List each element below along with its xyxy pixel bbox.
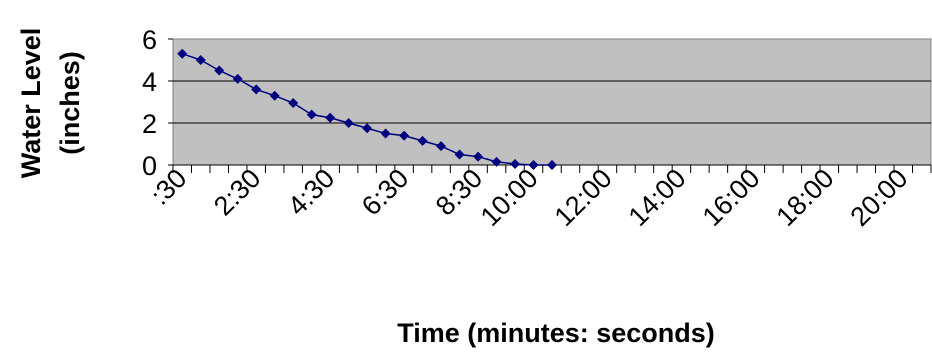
data-point — [510, 158, 521, 169]
x-tick-label: 20:00 — [845, 163, 914, 232]
data-point — [454, 149, 465, 160]
data-point — [436, 141, 447, 152]
x-tick-label: 12:00 — [549, 163, 618, 232]
plot-area — [172, 38, 932, 166]
x-tick-label: 4:30 — [282, 163, 340, 221]
series-water-level — [177, 48, 557, 170]
data-point — [473, 151, 484, 162]
data-point — [399, 130, 410, 141]
x-tick-label: 14:00 — [623, 163, 692, 232]
data-point — [177, 48, 188, 59]
data-point — [288, 98, 299, 109]
y-axis: 0 2 4 6 — [142, 25, 173, 181]
data-point — [306, 109, 317, 120]
data-point — [362, 123, 373, 134]
data-point — [195, 55, 206, 65]
data-point — [343, 118, 354, 128]
y-axis-title-line1: Water Level — [16, 28, 46, 179]
data-point — [417, 135, 428, 146]
data-point — [214, 65, 225, 76]
y-tick-label: 0 — [142, 151, 157, 181]
x-axis-title: Time (minutes: seconds) — [397, 318, 715, 348]
y-tick-label: 4 — [142, 67, 157, 97]
gridlines — [173, 80, 931, 124]
data-point — [491, 156, 502, 167]
x-tick-label: 16:00 — [697, 163, 766, 232]
data-point — [528, 160, 539, 170]
x-tick-label: 10:00 — [475, 163, 544, 232]
x-tick-label: 18:00 — [771, 163, 840, 232]
data-point — [547, 160, 557, 170]
data-point — [269, 90, 280, 101]
data-point — [232, 73, 243, 84]
x-tick-label: 6:30 — [356, 163, 414, 221]
data-point — [325, 112, 336, 123]
data-point — [380, 128, 391, 139]
y-tick-label: 6 — [142, 25, 157, 55]
y-tick-label: 2 — [142, 109, 157, 139]
data-point — [251, 84, 262, 95]
y-axis-title-line2: (inches) — [55, 51, 85, 155]
x-tick-label: 2:30 — [208, 163, 266, 221]
